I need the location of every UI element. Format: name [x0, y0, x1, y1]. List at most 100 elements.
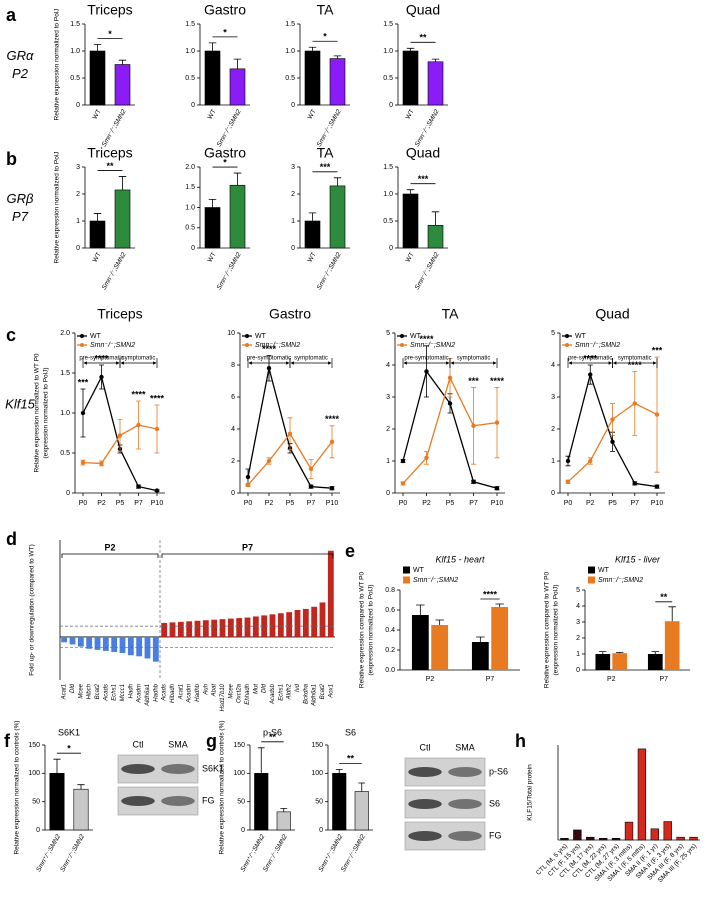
y-tick-label: 0 — [191, 102, 195, 109]
panel-label: a — [6, 5, 17, 25]
y-tick-label: 1.0 — [383, 191, 393, 198]
x-tick-label: Oxct2a — [237, 683, 243, 703]
x-tick-label: WT — [307, 251, 318, 263]
y-tick-label: 0.6 — [385, 607, 395, 614]
row-label: GRα — [7, 48, 35, 63]
y-tick-label: 5 — [551, 330, 555, 337]
bar — [304, 220, 321, 249]
x-tick-label: WT — [207, 251, 218, 263]
bar — [73, 788, 89, 831]
data-point — [424, 369, 429, 374]
bar — [311, 606, 318, 637]
x-tick-label: P10 — [151, 500, 164, 507]
blot-column-label: Ctl — [420, 742, 431, 752]
y-tick-label: 1.0 — [70, 48, 80, 55]
y-tick-label: 1 — [386, 458, 390, 465]
significance-label: **** — [131, 389, 146, 399]
x-tick-label: Smn⁻/⁻;SMN2 — [216, 108, 243, 148]
legend-label: WT — [575, 333, 587, 340]
y-tick-label: 50 — [32, 799, 40, 806]
bar — [219, 619, 226, 637]
y-tick-label: 3 — [576, 619, 580, 626]
bar — [319, 602, 326, 637]
blot-band — [161, 764, 195, 774]
bar — [304, 50, 321, 106]
y-tick-label: 0 — [389, 102, 393, 109]
panel-label: d — [6, 529, 17, 549]
bar — [119, 636, 126, 654]
bar — [294, 610, 301, 637]
x-tick-label: WT — [92, 251, 103, 263]
y-tick-label: 5 — [386, 330, 390, 337]
chart-title: Triceps — [87, 145, 132, 161]
error-bar — [358, 782, 366, 792]
x-tick-label: Acat1 — [62, 684, 68, 700]
chart-title: S6 — [345, 727, 356, 737]
x-tick-label: P10 — [651, 500, 664, 507]
data-point — [245, 482, 251, 488]
legend-label: WT — [598, 567, 610, 574]
y-tick-label: 8 — [231, 362, 235, 369]
data-point — [329, 486, 335, 491]
group-label: P7 — [242, 542, 253, 552]
significance-label: **** — [94, 353, 109, 363]
y-tick-label: 100 — [311, 770, 323, 777]
data-point — [99, 461, 104, 466]
x-tick-label: P5 — [608, 500, 617, 507]
chart-title: Quad — [595, 306, 629, 322]
bar — [402, 50, 419, 106]
chart-title: Gastro — [204, 145, 246, 161]
x-tick-label: P0 — [79, 500, 88, 507]
error-bar — [333, 177, 342, 186]
x-tick-label: Acadm — [187, 684, 193, 704]
bar — [650, 828, 659, 841]
x-tick-label: Acadm — [137, 684, 143, 704]
phase-label: symptomatic — [618, 356, 652, 362]
x-tick-label: P2 — [265, 500, 274, 507]
bar — [269, 614, 276, 637]
data-point — [654, 412, 660, 417]
error-bar — [416, 604, 425, 615]
blot-column-label: SMA — [455, 742, 475, 752]
x-tick-label: Dld — [262, 683, 268, 693]
x-tick-label: WT — [92, 108, 103, 120]
phase-label: symptomatic — [122, 356, 156, 362]
y-axis-label: (expression normalized to PolJ) — [43, 367, 50, 458]
blot-band — [408, 831, 442, 841]
x-tick-label: P2 — [426, 676, 435, 683]
y-axis-label: Relative expression normalized to PolJ — [54, 9, 61, 121]
x-tick-label: Aox1 — [328, 684, 334, 699]
y-tick-label: 2 — [551, 426, 555, 433]
chart-title: p-S6 — [263, 727, 282, 737]
data-point — [266, 458, 272, 464]
y-tick-label: 3 — [386, 394, 390, 401]
chart-title: Quad — [406, 2, 440, 18]
y-tick-label: 0 — [36, 827, 40, 834]
y-tick-label: 50 — [237, 799, 245, 806]
y-tick-label: 1.0 — [185, 48, 195, 55]
significance-label: **** — [150, 393, 165, 403]
error-bar — [308, 212, 317, 221]
y-axis-label: Relative expression normalized to contro… — [219, 720, 226, 854]
legend-marker — [80, 343, 84, 347]
bar — [663, 821, 672, 841]
error-bar — [431, 211, 440, 226]
y-tick-label: 0 — [191, 245, 195, 252]
legend-label: Smn⁻/⁻;SMN2 — [575, 342, 620, 349]
x-tick-label: Acat1 — [178, 684, 184, 700]
legend-label: WT — [410, 333, 422, 340]
x-tick-label: Hadhb — [195, 683, 201, 701]
significance-label: * — [223, 157, 227, 167]
legend-marker — [565, 334, 569, 338]
data-point — [80, 460, 86, 465]
y-tick-label: 50 — [315, 799, 323, 806]
data-point — [154, 488, 160, 493]
y-tick-label: 2 — [291, 191, 295, 198]
chart-title: TA — [442, 306, 460, 322]
y-tick-label: 2.0 — [60, 330, 70, 337]
panel-label: b — [6, 149, 17, 169]
y-tick-label: 0.0 — [385, 667, 395, 674]
x-tick-label: Dld — [70, 683, 76, 693]
data-point — [610, 417, 615, 422]
